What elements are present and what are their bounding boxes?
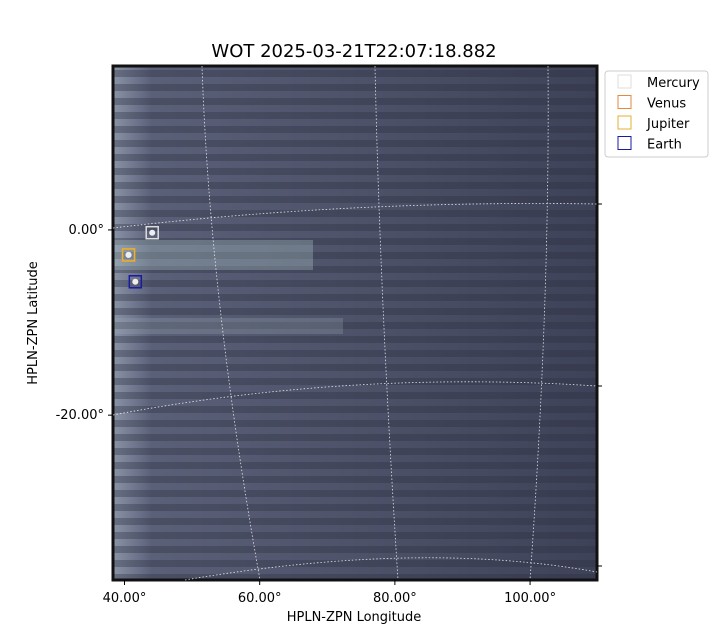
x-tick-label: 60.00° — [238, 591, 282, 606]
x-tick-label: 100.00° — [504, 591, 556, 606]
planet-dot — [149, 229, 156, 236]
x-tick-label: 40.00° — [103, 591, 147, 606]
y-tick-label: -20.00° — [56, 408, 104, 423]
right-ticks — [597, 203, 602, 567]
legend-label: Venus — [647, 97, 686, 112]
legend-label: Earth — [647, 138, 682, 153]
x-axis-label: HPLN-ZPN Longitude — [287, 610, 422, 625]
x-tick-label: 80.00° — [373, 591, 417, 606]
legend-swatch — [617, 136, 632, 150]
chart-title: WOT 2025-03-21T22:07:18.882 — [211, 41, 496, 62]
planet-marker — [121, 248, 136, 262]
legend-swatch — [617, 74, 632, 89]
coordinate-grid — [112, 65, 598, 581]
legend: Mercury Venus Jupiter Earth — [604, 70, 709, 158]
image — [111, 64, 599, 582]
y-axis-label: HPLN-ZPN Latitude — [26, 261, 41, 384]
legend-swatch — [617, 115, 632, 130]
planet-dot — [132, 278, 139, 285]
y-tick-label: 0.00° — [69, 223, 104, 238]
legend-label: Mercury — [647, 76, 700, 91]
legend-swatch — [617, 95, 632, 109]
legend-label: Jupiter — [646, 117, 690, 132]
planet-dot — [125, 251, 132, 258]
planet-marker — [128, 275, 143, 289]
planet-marker — [145, 225, 159, 240]
